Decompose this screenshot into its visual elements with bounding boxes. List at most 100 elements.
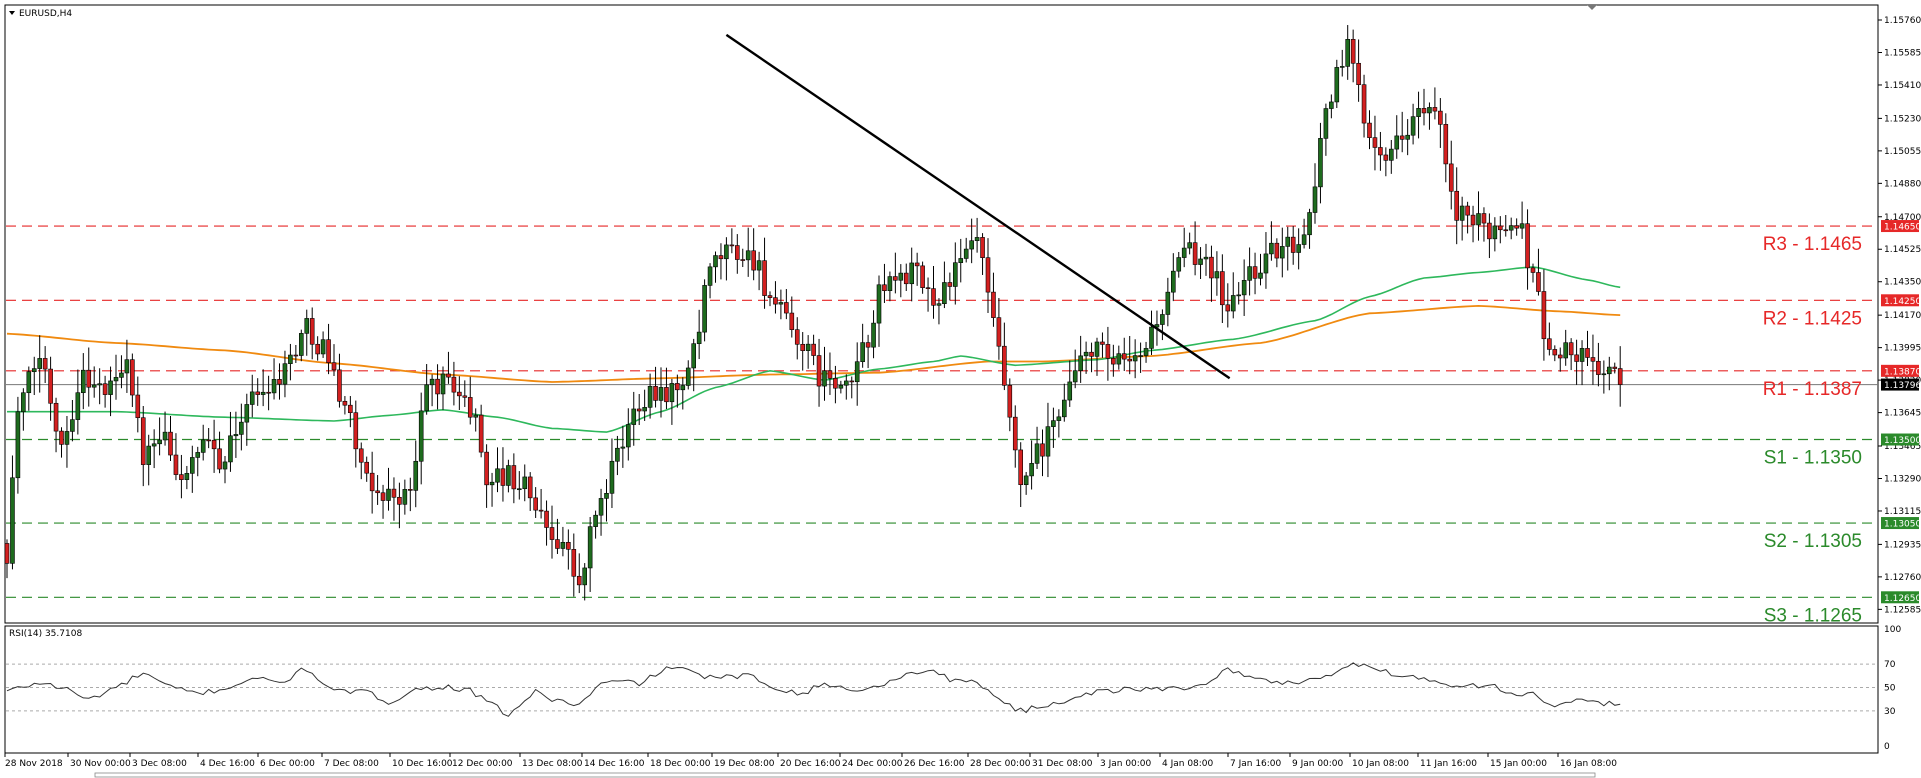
candle-bear xyxy=(985,257,991,293)
candle-bear xyxy=(1547,338,1552,350)
candle-bear xyxy=(1209,256,1214,279)
candle-bull xyxy=(582,567,588,586)
candle-bull xyxy=(195,452,201,458)
candle-bull xyxy=(1241,280,1247,296)
candle-bear xyxy=(179,474,184,480)
candle-bull xyxy=(91,384,97,388)
candle-bear xyxy=(576,575,582,586)
price-tick-label: 1.12585 xyxy=(1884,605,1921,615)
candle-bear xyxy=(511,465,517,490)
candle-bull xyxy=(157,439,162,445)
candle-bull xyxy=(854,361,860,383)
candle-bear xyxy=(833,378,838,389)
time-tick-label: 28 Nov 2018 xyxy=(5,759,63,769)
candle-bull xyxy=(1269,242,1274,255)
candle-bull xyxy=(1296,244,1301,253)
rsi-tick-label: 0 xyxy=(1884,742,1890,752)
price-tick-label: 1.14880 xyxy=(1884,179,1921,189)
candle-bear xyxy=(1089,351,1094,357)
candle-bear xyxy=(478,414,484,453)
candle-bear xyxy=(337,369,342,402)
candle-bull xyxy=(969,240,974,250)
horizontal-scrollbar[interactable] xyxy=(94,772,1596,778)
price-tick-label: 1.14350 xyxy=(1884,278,1921,288)
candle-bull xyxy=(1312,186,1318,213)
candle-bull xyxy=(1280,246,1285,259)
candle-bear xyxy=(130,359,135,396)
candle-bull xyxy=(233,434,239,437)
candle-bull xyxy=(871,322,876,348)
time-tick-label: 16 Jan 08:00 xyxy=(1560,759,1617,769)
candle-bear xyxy=(380,492,386,501)
level-tag-bg-s1 xyxy=(1881,433,1919,446)
time-tick-label: 10 Dec 16:00 xyxy=(392,759,453,769)
price-tags: 1.14650 1.14250 1.13870 1.13500 1.13050 1.126… xyxy=(1881,220,1921,604)
candle-bull xyxy=(691,343,697,369)
candle-bull xyxy=(413,460,419,491)
candle-bear xyxy=(571,549,577,577)
candle-bull xyxy=(1459,205,1465,221)
candle-bear xyxy=(500,468,506,486)
time-tick-label: 11 Jan 16:00 xyxy=(1420,759,1477,769)
candle-bear xyxy=(893,276,898,281)
candle-bear xyxy=(538,509,544,512)
candle-bull xyxy=(1329,101,1334,109)
candle-bear xyxy=(1367,122,1372,138)
candle-bull xyxy=(620,446,626,449)
dropdown-triangle-icon[interactable] xyxy=(9,11,15,15)
candle-bear xyxy=(277,379,282,385)
candle-bull xyxy=(685,367,691,386)
candle-bull xyxy=(489,481,495,486)
rsi-line xyxy=(6,662,1621,717)
candle-bull xyxy=(15,411,21,479)
candle-bull xyxy=(228,435,233,463)
candle-bear xyxy=(407,489,413,491)
candle-bear xyxy=(636,408,642,412)
candle-bear xyxy=(914,262,920,267)
candle-bear xyxy=(348,404,353,414)
price-tick-label: 1.12935 xyxy=(1884,540,1921,550)
candle-bull xyxy=(778,302,784,305)
candle-bull xyxy=(222,461,228,470)
sr-levels xyxy=(6,225,1878,598)
candle-bull xyxy=(974,237,980,242)
candle-bull xyxy=(108,380,113,395)
candle-bear xyxy=(48,368,53,404)
time-tick-label: 12 Dec 00:00 xyxy=(452,759,513,769)
level-tag-r1: 1.13870 xyxy=(1884,367,1921,377)
candle-bear xyxy=(1470,214,1476,226)
candle-bear xyxy=(1121,353,1127,360)
candle-bear xyxy=(1487,222,1492,240)
price-tick-label: 1.13995 xyxy=(1884,344,1921,354)
candle-bull xyxy=(190,457,195,474)
candle-bull xyxy=(271,379,277,394)
candle-bull xyxy=(1214,271,1220,279)
level-tag-bg-s3 xyxy=(1881,591,1919,604)
candle-bear xyxy=(1481,213,1487,224)
level-tag-bg-s2 xyxy=(1881,517,1919,530)
time-tick-label: 10 Jan 08:00 xyxy=(1352,759,1409,769)
candle-bear xyxy=(566,542,571,550)
candle-bear xyxy=(729,244,735,247)
candle-bull xyxy=(1149,326,1154,349)
level-tag-s1: 1.13500 xyxy=(1884,436,1921,446)
candle-bear xyxy=(1557,354,1563,359)
candle-bull xyxy=(151,443,157,447)
time-tick-label: 4 Jan 08:00 xyxy=(1162,759,1214,769)
candle-bull xyxy=(298,333,304,356)
candle-bull xyxy=(593,514,598,527)
shift-marker-icon[interactable] xyxy=(1587,5,1597,10)
candle-bull xyxy=(1563,342,1568,359)
candle-bull xyxy=(887,276,893,292)
candle-bear xyxy=(173,454,179,475)
current-price-tag-bg xyxy=(1881,378,1919,391)
level-tag-bg-r2 xyxy=(1881,294,1919,307)
candle-bull xyxy=(1334,67,1340,103)
candle-bear xyxy=(1350,39,1356,64)
candle-bull xyxy=(756,260,762,271)
level-label-s3: S3 - 1.1265 xyxy=(1764,605,1862,626)
time-tick-label: 15 Jan 00:00 xyxy=(1490,759,1547,769)
time-tick-label: 26 Dec 16:00 xyxy=(904,759,965,769)
candle-bear xyxy=(767,295,773,298)
candle-bear xyxy=(467,397,473,418)
